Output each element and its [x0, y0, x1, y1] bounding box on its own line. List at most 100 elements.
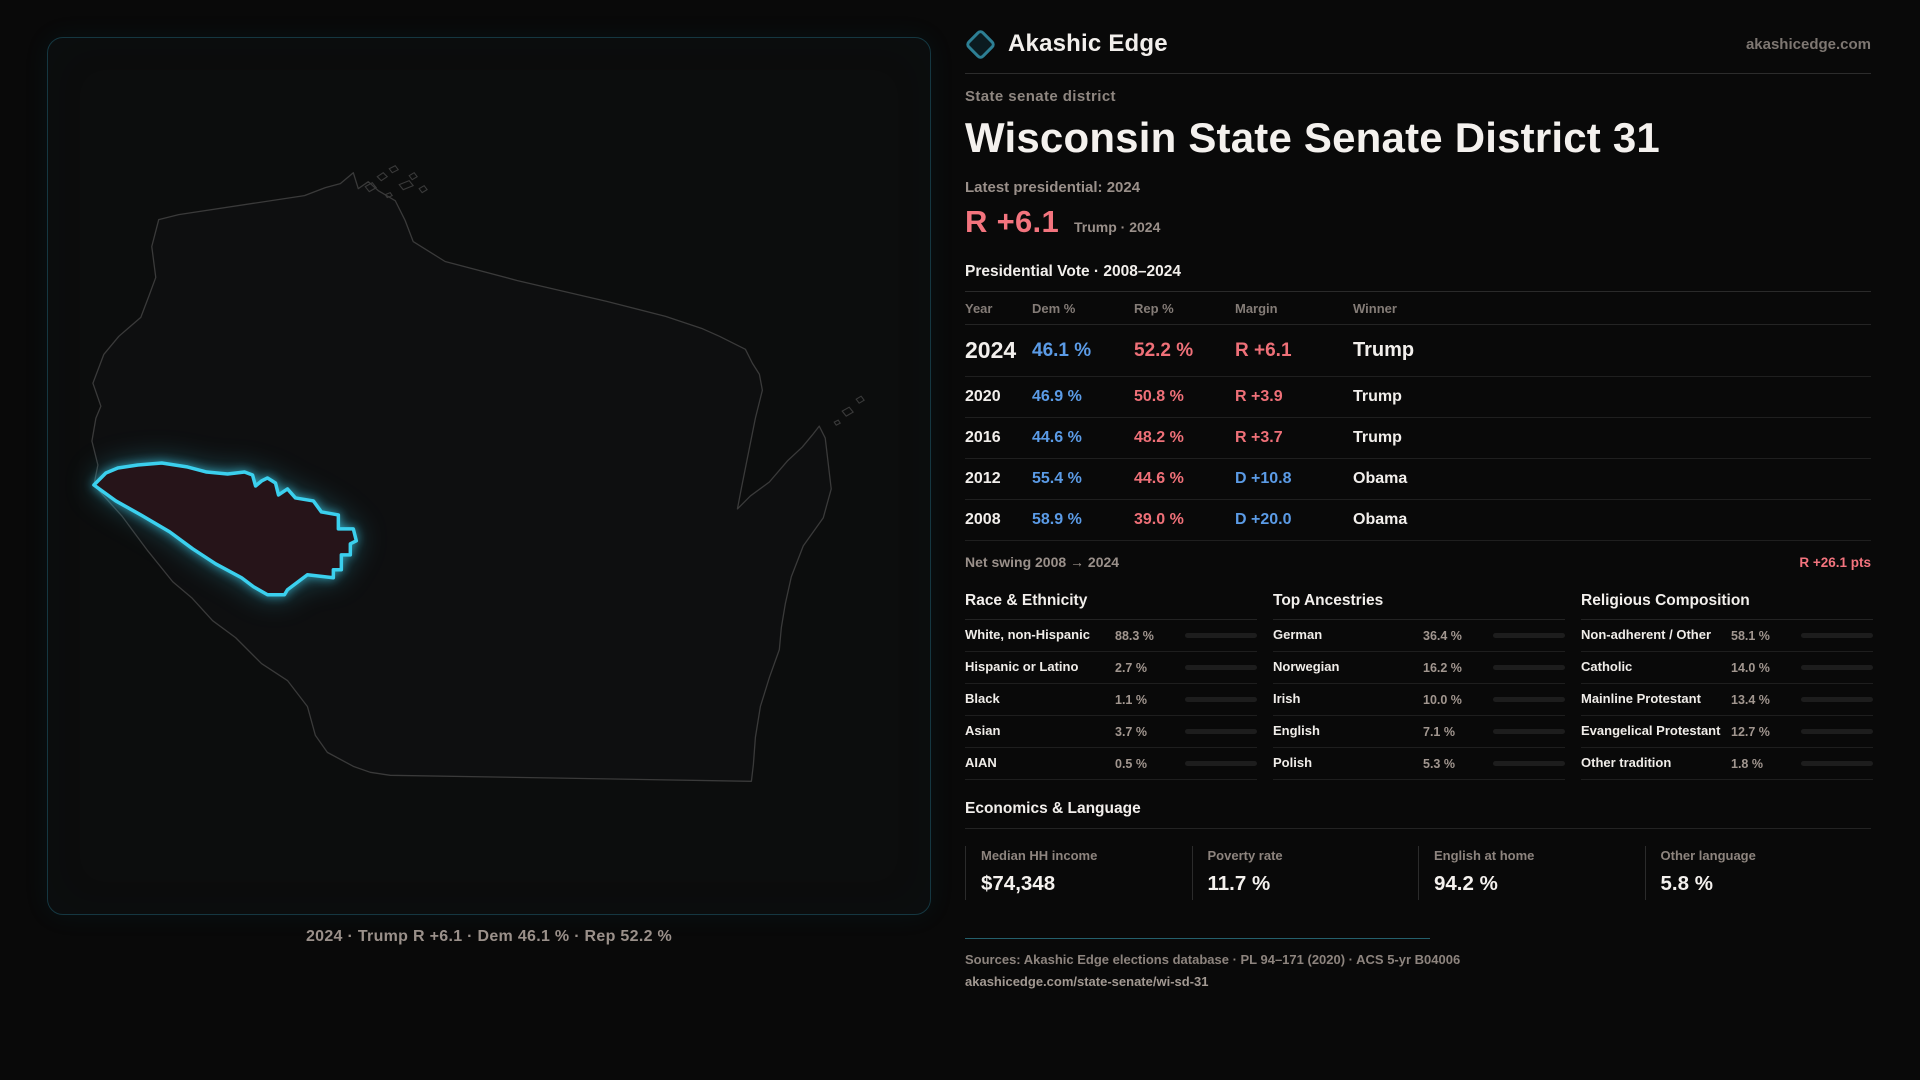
item-label: German — [1273, 627, 1323, 643]
economics-title: Economics & Language — [965, 800, 1871, 829]
cell-dem: 44.6 % — [1032, 429, 1082, 446]
bar-track — [1801, 761, 1873, 766]
item-label: Catholic — [1581, 659, 1633, 675]
bar-track — [1185, 729, 1257, 734]
table-row: 2016 44.6 % 48.2 % R +3.7 Trump — [965, 418, 1871, 459]
cell-rep: 50.8 % — [1134, 388, 1184, 405]
list-item: Mainline Protestant 13.4 % — [1581, 684, 1873, 716]
item-value: 1.8 % — [1731, 756, 1763, 771]
apostle-islands — [364, 165, 428, 199]
stat-label: Median HH income — [981, 848, 1098, 863]
bar-track — [1801, 729, 1873, 734]
list-item: Asian 3.7 % — [965, 716, 1257, 748]
door-county-islands — [833, 395, 865, 426]
net-swing-row: Net swing 2008 → 2024 R +26.1 pts — [965, 541, 1871, 580]
col-winner: Winner — [1353, 301, 1397, 316]
footer-divider — [965, 938, 1430, 939]
net-swing-label: Net swing 2008 → 2024 — [965, 554, 1120, 570]
list-item: Evangelical Protestant 12.7 % — [1581, 716, 1873, 748]
net-swing-value: R +26.1 pts — [1799, 554, 1871, 570]
item-value: 7.1 % — [1423, 724, 1455, 739]
table-row: 2024 46.1 % 52.2 % R +6.1 Trump — [965, 325, 1871, 377]
item-value: 14.0 % — [1731, 660, 1770, 675]
item-value: 1.1 % — [1115, 692, 1147, 707]
stat-label: Poverty rate — [1207, 848, 1283, 863]
cell-winner: Trump — [1353, 388, 1402, 405]
vote-table-title: Presidential Vote · 2008–2024 — [965, 263, 1871, 292]
race-section: Race & Ethnicity White, non-Hispanic 88.… — [965, 592, 1257, 780]
page-url-link[interactable]: akashicedge.com/state-senate/wi-sd-31 — [965, 974, 1209, 989]
religion-title: Religious Composition — [1581, 592, 1873, 620]
item-label: AIAN — [965, 755, 997, 771]
cell-dem: 55.4 % — [1032, 470, 1082, 487]
list-item: Polish 5.3 % — [1273, 748, 1565, 780]
bar-track — [1185, 633, 1257, 638]
ancestries-title: Top Ancestries — [1273, 592, 1565, 620]
demographics-grid: Race & Ethnicity White, non-Hispanic 88.… — [965, 592, 1873, 780]
cell-year: 2016 — [965, 429, 1001, 446]
item-label: Black — [965, 691, 1000, 707]
cell-year: 2008 — [965, 511, 1001, 528]
item-label: Mainline Protestant — [1581, 691, 1701, 707]
item-label: Hispanic or Latino — [965, 659, 1079, 675]
brand-diamond-icon — [964, 27, 997, 61]
list-item: Hispanic or Latino 2.7 % — [965, 652, 1257, 684]
cell-rep: 52.2 % — [1134, 339, 1194, 361]
bar-track — [1801, 697, 1873, 702]
brand-name: Akashic Edge — [1008, 30, 1168, 57]
brand-domain-link[interactable]: akashicedge.com — [1745, 35, 1871, 53]
item-label: Norwegian — [1273, 659, 1340, 675]
stat-label: English at home — [1434, 848, 1535, 863]
list-item: White, non-Hispanic 88.3 % — [965, 620, 1257, 652]
item-value: 10.0 % — [1423, 692, 1462, 707]
cell-winner: Trump — [1353, 339, 1415, 361]
item-label: English — [1273, 723, 1320, 739]
cell-dem: 46.9 % — [1032, 388, 1082, 405]
stat-other-language: Other language 5.8 % — [1644, 846, 1872, 900]
bar-track — [1493, 665, 1565, 670]
table-row: 2008 58.9 % 39.0 % D +20.0 Obama — [965, 500, 1871, 541]
stat-value: 5.8 % — [1660, 872, 1713, 895]
item-label: Irish — [1273, 691, 1301, 707]
stat-label: Other language — [1660, 848, 1756, 863]
district-31-shape[interactable] — [92, 461, 359, 597]
cell-year: 2020 — [965, 388, 1001, 405]
list-item: German 36.4 % — [1273, 620, 1565, 652]
table-row: 2012 55.4 % 44.6 % D +10.8 Obama — [965, 459, 1871, 500]
stat-poverty-rate: Poverty rate 11.7 % — [1191, 846, 1419, 900]
item-label: Asian — [965, 723, 1001, 739]
map-caption: 2024 · Trump R +6.1 · Dem 46.1 % · Rep 5… — [305, 928, 673, 945]
district-map-panel — [47, 37, 931, 915]
list-item: AIAN 0.5 % — [965, 748, 1257, 780]
bar-track — [1493, 729, 1565, 734]
sources-text: Sources: Akashic Edge elections database… — [965, 952, 1461, 967]
cell-rep: 39.0 % — [1134, 511, 1184, 528]
col-dem: Dem % — [1032, 301, 1076, 316]
item-value: 12.7 % — [1731, 724, 1770, 739]
cell-margin: D +10.8 — [1235, 470, 1292, 487]
context-label: Latest presidential: 2024 — [965, 179, 1141, 196]
cell-year: 2012 — [965, 470, 1001, 487]
item-value: 88.3 % — [1115, 628, 1154, 643]
bar-track — [1493, 697, 1565, 702]
item-value: 2.7 % — [1115, 660, 1147, 675]
bar-track — [1801, 633, 1873, 638]
vote-table-header: Year Dem % Rep % Margin Winner — [965, 292, 1871, 325]
wisconsin-state-outline — [91, 172, 832, 782]
item-label: Non-adherent / Other — [1581, 627, 1712, 643]
cell-winner: Obama — [1353, 470, 1408, 487]
bar-track — [1185, 697, 1257, 702]
item-label: Other tradition — [1581, 755, 1672, 771]
list-item: Irish 10.0 % — [1273, 684, 1565, 716]
item-value: 5.3 % — [1423, 756, 1455, 771]
bar-track — [1493, 761, 1565, 766]
stat-english-at-home: English at home 94.2 % — [1418, 846, 1645, 900]
stat-median-hh-income: Median HH income $74,348 — [965, 846, 1192, 900]
header: Akashic Edge akashicedge.com — [964, 0, 1871, 74]
item-value: 0.5 % — [1115, 756, 1147, 771]
cell-dem: 46.1 % — [1032, 339, 1092, 361]
cell-rep: 44.6 % — [1134, 470, 1184, 487]
page-title: Wisconsin State Senate District 31 — [965, 114, 1660, 161]
headline-stat: R +6.1 Trump · 2024 — [965, 204, 1871, 240]
headline-detail: Trump · 2024 — [1074, 219, 1161, 235]
